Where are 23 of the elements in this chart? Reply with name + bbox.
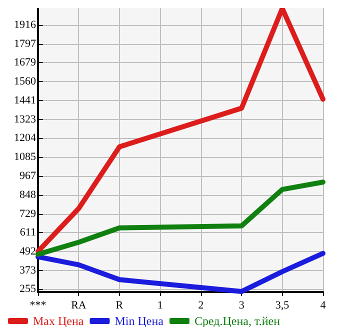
y-tick-label: 1204 (14, 132, 36, 144)
x-tick-label: 4 (320, 300, 326, 312)
y-tick-label: 1679 (14, 56, 36, 69)
y-tick-label: 492 (20, 245, 36, 258)
y-tick-label: 1085 (14, 151, 36, 164)
x-tick-label: 3 (238, 300, 245, 312)
x-tick-label: 3,5 (275, 300, 290, 312)
y-tick-label: 1560 (14, 76, 36, 88)
y-tick-label: 967 (20, 170, 36, 182)
x-tick-label: 1 (157, 300, 163, 312)
y-tick-label: 1441 (14, 94, 36, 107)
x-tick-label: R (116, 300, 124, 312)
y-tick-label: 1323 (14, 113, 36, 126)
x-tick-label: 2 (198, 300, 204, 312)
y-tick-label: 1797 (14, 38, 36, 50)
y-tick-label: 373 (20, 264, 36, 276)
y-tick-label: 1916 (14, 19, 36, 32)
x-tick-label: *** (30, 300, 46, 312)
y-tick-label: 255 (20, 283, 36, 296)
y-tick-label: 611 (20, 226, 36, 239)
y-tick-label: 848 (20, 188, 36, 201)
y-tick-label: 729 (20, 208, 36, 220)
x-tick-label: RA (71, 300, 86, 312)
